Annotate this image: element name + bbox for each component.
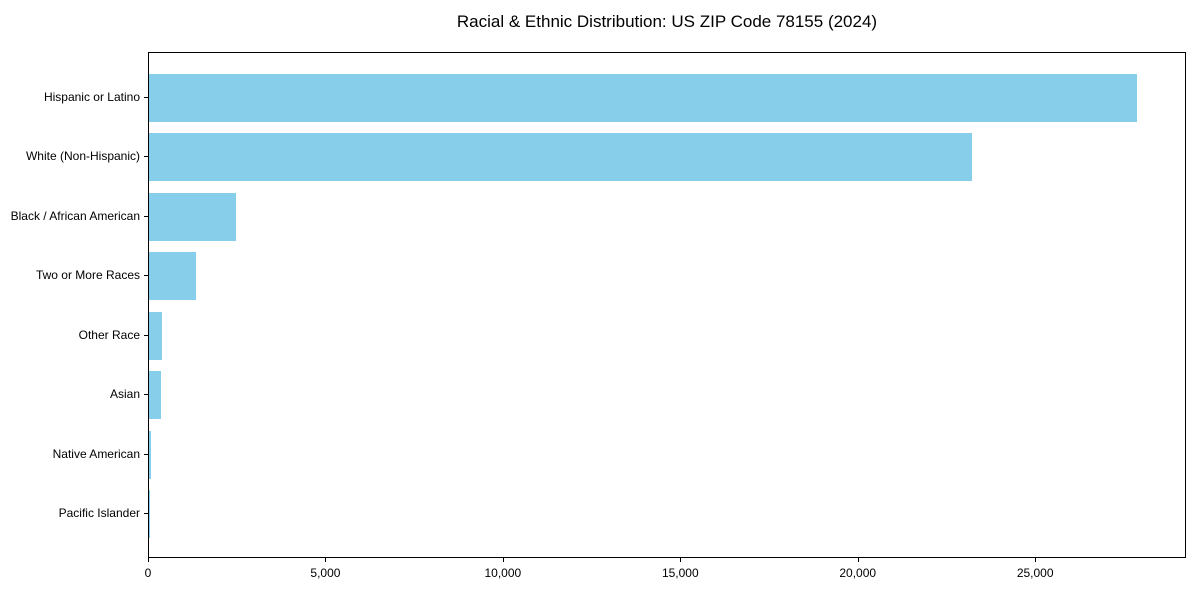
x-tick-label: 15,000	[661, 566, 699, 580]
y-tick-mark	[144, 156, 148, 158]
x-tick-label: 5,000	[310, 566, 341, 580]
x-tick-mark	[857, 558, 859, 562]
bar-hispanic-or-latino	[149, 73, 1138, 122]
x-tick-mark	[680, 558, 682, 562]
y-tick-label: Pacific Islander	[58, 506, 140, 521]
y-tick-mark	[144, 275, 148, 277]
bar-black-african-american	[149, 192, 236, 241]
y-tick-mark	[144, 453, 148, 455]
y-tick-label: Hispanic or Latino	[43, 89, 140, 104]
x-tick-mark	[148, 558, 149, 562]
y-tick-mark	[144, 96, 148, 98]
bar-other-race	[149, 311, 163, 360]
y-tick-mark	[144, 215, 148, 217]
bar-pacific-islander	[149, 490, 150, 539]
bar-native-american	[149, 430, 152, 479]
bar-two-or-more-races	[149, 252, 197, 301]
y-tick-label: Other Race	[78, 327, 140, 342]
y-tick-label: Two or More Races	[35, 268, 140, 283]
y-tick-mark	[144, 334, 148, 336]
x-tick-mark	[1035, 558, 1037, 562]
y-tick-label: White (Non-Hispanic)	[25, 149, 140, 164]
y-tick-mark	[144, 394, 148, 396]
y-tick-label: Black / African American	[10, 208, 140, 223]
x-tick-label: 25,000	[1016, 566, 1054, 580]
y-tick-label: Native American	[52, 446, 140, 461]
x-tick-label: 0	[144, 566, 152, 580]
chart-title: Racial & Ethnic Distribution: US ZIP Cod…	[456, 12, 878, 31]
plot-area	[148, 52, 1186, 558]
y-tick-mark	[144, 513, 148, 515]
x-tick-mark	[502, 558, 504, 562]
x-tick-label: 20,000	[839, 566, 877, 580]
y-tick-label: Asian	[109, 387, 140, 402]
x-tick-mark	[325, 558, 327, 562]
x-tick-label: 10,000	[484, 566, 522, 580]
bar-asian	[149, 371, 162, 420]
bar-white-non-hispanic-	[149, 133, 973, 182]
